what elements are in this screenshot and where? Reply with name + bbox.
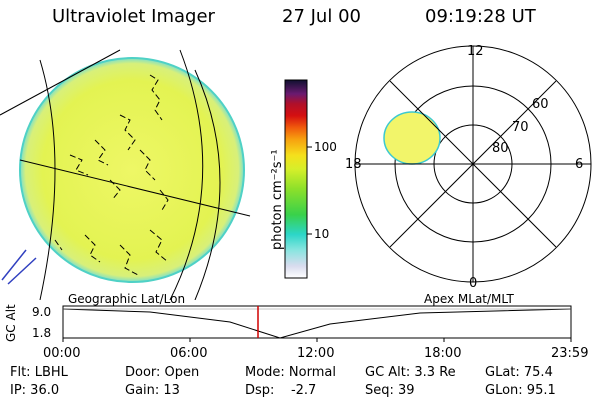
colorbar	[284, 79, 308, 279]
coastline-blue	[7, 257, 37, 285]
timeline-plot	[62, 305, 572, 342]
x-tick-1800: 18:00	[424, 346, 462, 361]
coastlines	[54, 74, 169, 276]
status-ip: IP: 36.0	[10, 383, 60, 398]
status-seq: Seq: 39	[365, 383, 415, 398]
polar-axis	[389, 80, 557, 248]
polar-plot	[354, 45, 592, 283]
lat-label-80: 80	[492, 141, 509, 156]
auroral-cap	[383, 111, 441, 165]
time-label: 09:19:28 UT	[425, 6, 536, 27]
timeline-y-tick-1: 1.8	[32, 326, 52, 340]
latlon-line	[169, 49, 204, 300]
colorbar-tick-100: 100	[314, 140, 337, 154]
status-filter: Flt: LBHL	[10, 365, 68, 380]
latlon-line	[0, 49, 121, 116]
status-gc-alt: GC Alt: 3.3 Re	[365, 365, 456, 380]
earth-disk	[0, 49, 251, 300]
mlt-label-6: 6	[575, 157, 584, 172]
timeline-left-title: Geographic Lat/Lon	[68, 292, 186, 306]
aurora-disk	[19, 57, 245, 283]
latlon-line	[19, 159, 251, 217]
lat-label-60: 60	[532, 97, 549, 112]
colorbar-unit-label: photon cm⁻²s⁻¹	[270, 149, 285, 250]
x-tick-0600: 06:00	[170, 346, 208, 361]
status-glat: GLat: 75.4	[485, 365, 553, 380]
coastline-blue	[1, 249, 27, 281]
x-tick-2359: 23:59	[551, 346, 589, 361]
mlt-label-12: 12	[467, 44, 484, 59]
timeline-y-tick-9: 9.0	[32, 305, 52, 319]
timeline-y-label: GC Alt	[4, 304, 18, 342]
latlon-line	[194, 69, 221, 300]
status-glon: GLon: 95.1	[485, 383, 556, 398]
colorbar-tick-10: 10	[314, 227, 330, 241]
x-tick-1200: 12:00	[297, 346, 335, 361]
mlt-label-18: 18	[345, 157, 362, 172]
date-label: 27 Jul 00	[282, 6, 361, 27]
x-tick-0000: 00:00	[43, 346, 81, 361]
mlt-label-0: 0	[469, 276, 478, 291]
timeline-right-title: Apex MLat/MLT	[424, 292, 514, 306]
status-door: Door: Open	[125, 365, 200, 380]
app-title: Ultraviolet Imager	[52, 6, 215, 27]
gc-alt-curve	[62, 308, 572, 339]
timeline-ticks	[62, 338, 572, 342]
status-gain: Gain: 13	[125, 383, 180, 398]
status-dsp: Dsp: -2.7	[245, 383, 317, 398]
latlon-line	[39, 59, 56, 300]
lat-label-70: 70	[512, 120, 529, 135]
status-mode: Mode: Normal	[245, 365, 336, 380]
